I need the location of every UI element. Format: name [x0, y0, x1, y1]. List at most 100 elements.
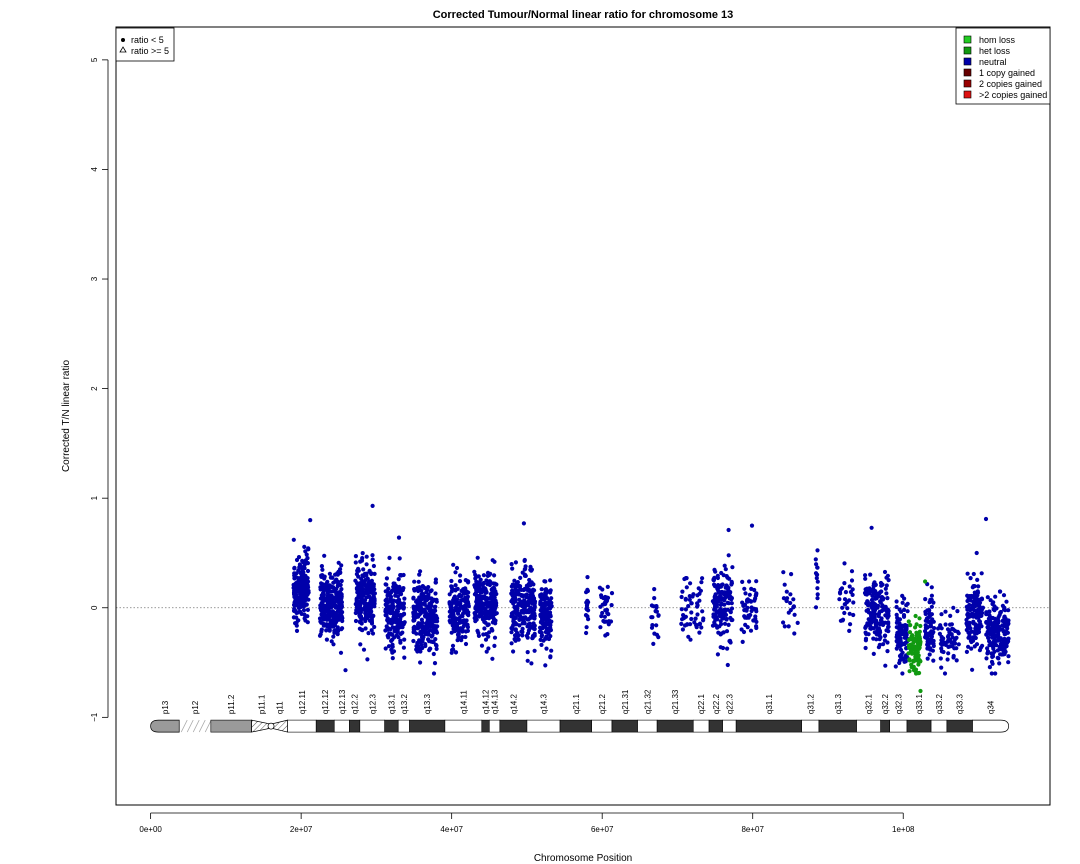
x-tick-label: 1e+08 — [892, 825, 915, 834]
data-point — [726, 527, 731, 533]
data-point — [968, 576, 973, 581]
data-point — [319, 608, 324, 613]
data-point — [459, 638, 464, 643]
data-point — [332, 601, 337, 606]
data-point — [649, 625, 655, 630]
data-point — [720, 608, 725, 613]
data-point — [339, 599, 344, 604]
data-point — [902, 624, 907, 629]
data-point — [463, 586, 468, 591]
data-point — [877, 591, 882, 596]
data-point — [715, 575, 721, 581]
data-point — [746, 615, 751, 620]
data-point — [338, 590, 343, 595]
data-point — [996, 629, 1001, 634]
data-point — [748, 628, 754, 633]
data-point — [908, 648, 914, 653]
legend-swatch-more-copies-gained — [963, 90, 972, 99]
data-point — [369, 617, 374, 622]
data-point — [983, 516, 989, 522]
data-point — [473, 572, 478, 577]
band-label: q12.3 — [368, 694, 377, 715]
data-point — [477, 588, 482, 593]
data-point — [742, 614, 747, 619]
data-point — [985, 651, 990, 656]
data-point — [302, 566, 307, 571]
data-point — [420, 584, 425, 589]
data-point — [975, 590, 980, 595]
data-point — [398, 640, 403, 645]
data-point — [529, 567, 535, 572]
data-point — [864, 601, 869, 606]
data-point — [752, 587, 757, 593]
data-point — [931, 600, 936, 605]
data-point — [951, 627, 956, 632]
data-point — [333, 605, 338, 610]
data-point — [549, 648, 554, 653]
data-point — [466, 601, 471, 607]
data-point — [480, 582, 485, 587]
data-point — [388, 620, 393, 625]
data-point — [451, 647, 456, 652]
data-point — [433, 637, 438, 642]
data-point — [428, 589, 433, 594]
data-point — [991, 600, 996, 605]
data-point — [523, 602, 528, 607]
data-point — [754, 625, 759, 631]
data-point — [696, 586, 701, 591]
data-point — [490, 604, 495, 609]
data-point — [325, 603, 330, 609]
data-point — [604, 607, 610, 613]
data-point — [789, 572, 794, 577]
data-point — [353, 618, 359, 624]
data-point — [294, 557, 300, 563]
data-point — [897, 621, 902, 626]
data-point — [883, 613, 888, 618]
data-point — [487, 572, 492, 578]
data-point — [362, 581, 367, 587]
data-point — [431, 598, 436, 603]
data-point — [417, 595, 422, 600]
data-point — [918, 688, 923, 694]
data-point — [906, 619, 911, 624]
data-point — [526, 602, 531, 607]
data-point — [413, 610, 418, 615]
stalk-hatch — [198, 719, 206, 733]
data-point — [520, 570, 525, 575]
data-point — [457, 601, 463, 606]
data-point — [476, 574, 481, 579]
data-point — [682, 623, 688, 628]
data-point — [486, 616, 492, 621]
data-point — [842, 597, 848, 602]
chromosome-ideogram: p13 p12 p11.2 p11.1 q11 q12.11 q12.12 q12.13 q12… — [150, 689, 1009, 733]
data-point — [863, 576, 868, 581]
data-point — [868, 572, 873, 577]
data-point — [492, 607, 497, 613]
data-point — [484, 649, 489, 654]
data-point — [417, 612, 422, 617]
data-point — [716, 589, 721, 594]
data-point — [321, 590, 326, 596]
data-point — [325, 609, 330, 614]
data-point — [295, 610, 300, 615]
data-point — [538, 601, 543, 606]
data-point — [360, 597, 365, 602]
data-point — [815, 586, 820, 591]
data-point — [480, 605, 485, 611]
data-point — [976, 584, 981, 589]
data-point — [447, 600, 452, 605]
data-point — [781, 570, 786, 575]
data-point — [329, 639, 334, 644]
data-point — [483, 637, 489, 642]
legend-swatch-2-copies-gained — [963, 79, 972, 88]
data-point — [419, 617, 424, 622]
data-point — [987, 609, 992, 614]
data-point — [367, 614, 372, 619]
data-point — [372, 599, 377, 604]
data-point — [366, 631, 371, 636]
data-point — [324, 624, 330, 629]
data-point — [548, 588, 553, 593]
data-point — [328, 603, 333, 608]
data-point — [688, 622, 693, 627]
data-point — [303, 573, 308, 578]
